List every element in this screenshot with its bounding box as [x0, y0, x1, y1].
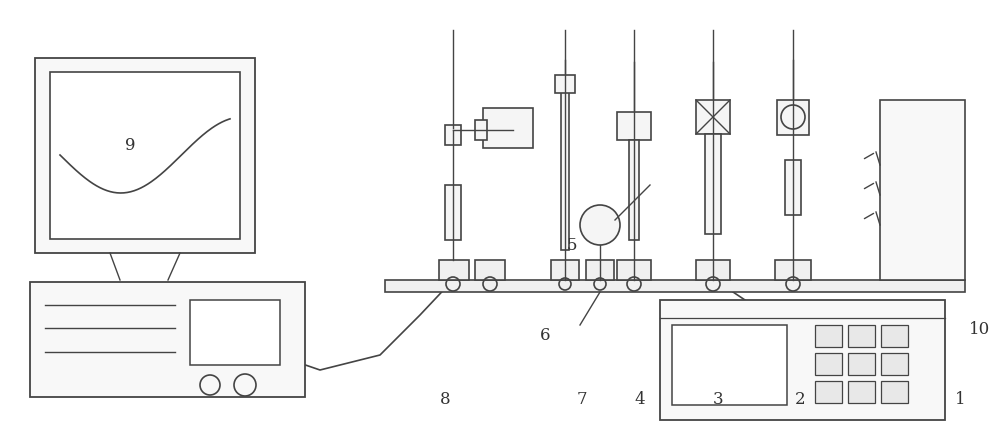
- Bar: [551, 260, 579, 280]
- Bar: [848, 381, 875, 403]
- Circle shape: [580, 205, 620, 245]
- Bar: [50, 72, 240, 239]
- Bar: [880, 100, 965, 280]
- Bar: [785, 160, 801, 215]
- Bar: [586, 260, 614, 280]
- Bar: [445, 125, 461, 145]
- Text: 10: 10: [969, 322, 991, 338]
- Text: 7: 7: [577, 391, 587, 408]
- Bar: [445, 185, 461, 240]
- Bar: [561, 90, 569, 250]
- Bar: [190, 300, 280, 365]
- Bar: [696, 260, 730, 280]
- Text: 8: 8: [440, 391, 450, 408]
- Bar: [629, 140, 639, 240]
- Text: 4: 4: [635, 391, 645, 408]
- Bar: [881, 381, 908, 403]
- Bar: [672, 325, 787, 405]
- Bar: [848, 353, 875, 375]
- Bar: [848, 325, 875, 347]
- Bar: [617, 112, 651, 140]
- Text: 3: 3: [713, 391, 723, 408]
- Bar: [777, 100, 809, 135]
- Bar: [483, 108, 533, 148]
- Text: 2: 2: [795, 391, 805, 408]
- Bar: [696, 100, 730, 134]
- Text: 9: 9: [125, 136, 135, 154]
- Bar: [881, 325, 908, 347]
- Bar: [555, 75, 575, 93]
- Bar: [815, 381, 842, 403]
- Bar: [475, 120, 487, 140]
- Bar: [775, 260, 811, 280]
- Bar: [30, 282, 305, 397]
- Bar: [385, 280, 965, 292]
- Text: 1: 1: [955, 391, 965, 408]
- Bar: [705, 134, 721, 234]
- Bar: [660, 300, 945, 420]
- Text: 5: 5: [567, 237, 577, 254]
- Bar: [815, 353, 842, 375]
- Bar: [815, 325, 842, 347]
- Bar: [475, 260, 505, 280]
- Bar: [439, 260, 469, 280]
- Bar: [35, 58, 255, 253]
- Text: 6: 6: [540, 326, 550, 344]
- Bar: [881, 353, 908, 375]
- Bar: [617, 260, 651, 280]
